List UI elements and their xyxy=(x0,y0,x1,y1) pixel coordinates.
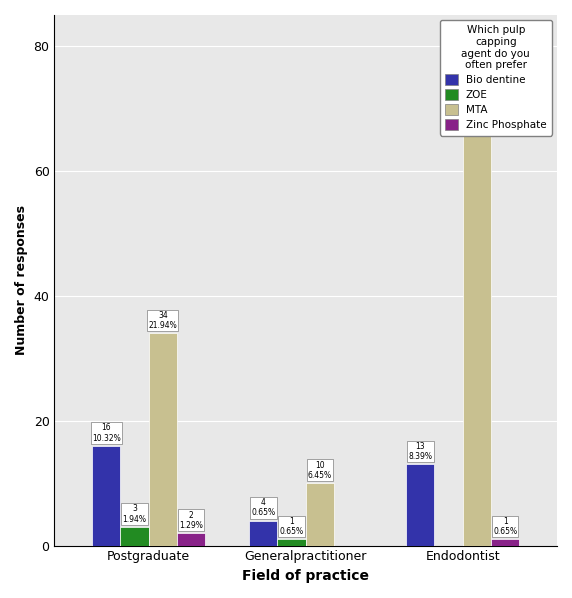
X-axis label: Field of practice: Field of practice xyxy=(242,569,369,583)
Bar xyxy=(149,333,177,545)
Bar xyxy=(463,102,491,545)
Bar xyxy=(177,533,205,545)
Text: 10
6.45%: 10 6.45% xyxy=(308,460,332,480)
Bar xyxy=(249,521,277,545)
Bar xyxy=(277,539,305,545)
Y-axis label: Number of responses: Number of responses xyxy=(15,205,28,355)
Text: 3
1.94%: 3 1.94% xyxy=(122,504,146,524)
Text: 16
10.32%: 16 10.32% xyxy=(92,423,121,443)
Text: 13
8.39%: 13 8.39% xyxy=(408,442,432,461)
Bar xyxy=(305,483,334,545)
Text: 2
1.29%: 2 1.29% xyxy=(179,511,203,530)
Text: 71
45.81%: 71 45.81% xyxy=(463,80,491,99)
Text: 1
0.65%: 1 0.65% xyxy=(280,517,304,536)
Bar xyxy=(491,539,519,545)
Legend: Bio dentine, ZOE, MTA, Zinc Phosphate: Bio dentine, ZOE, MTA, Zinc Phosphate xyxy=(440,20,552,136)
Text: 4
0.65%: 4 0.65% xyxy=(251,498,275,517)
Text: 34
21.94%: 34 21.94% xyxy=(148,311,177,330)
Bar xyxy=(92,446,120,545)
Bar xyxy=(120,527,149,545)
Bar xyxy=(406,465,435,545)
Text: 1
0.65%: 1 0.65% xyxy=(493,517,517,536)
